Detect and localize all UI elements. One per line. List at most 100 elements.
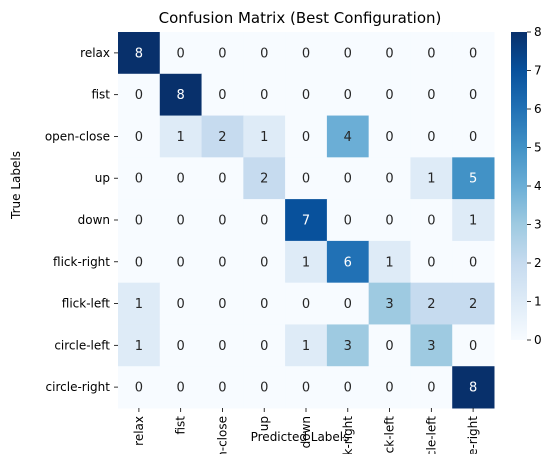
x-tick-labels: relax fist open-close up down flick-right flic… [132, 408, 480, 454]
colorbar-tick-label: 4 [534, 179, 542, 193]
heatmap-cell [285, 73, 328, 117]
cell-value-label: 2 [469, 297, 477, 312]
cell-value-label: 0 [344, 381, 352, 396]
chart-title: Confusion Matrix (Best Configuration) [159, 9, 442, 27]
cell-value-label: 8 [469, 381, 477, 396]
colorbar-tick-label: 3 [534, 218, 542, 232]
heatmap-cell [159, 324, 203, 367]
heatmap-cell [285, 366, 328, 409]
heatmap-cell [368, 199, 411, 242]
heatmap-cell [452, 324, 495, 367]
heatmap-cell [243, 240, 286, 284]
cell-value-label: 7 [302, 214, 310, 229]
heatmap-cell [118, 73, 161, 117]
heatmap-cell [118, 115, 161, 158]
y-tick-label: relax [80, 46, 110, 60]
cell-value-label: 0 [218, 339, 226, 354]
cell-value-label: 0 [427, 255, 435, 270]
cell-value-label: 0 [427, 130, 435, 145]
cell-value-label: 0 [135, 381, 143, 396]
heatmap-cell [410, 324, 453, 367]
heatmap-cell [452, 157, 495, 200]
cell-value-label: 0 [469, 88, 477, 103]
cell-value-label: 0 [260, 381, 268, 396]
cell-value-label: 0 [469, 46, 477, 61]
heatmap-cell [201, 240, 244, 284]
y-tick-label: circle-left [54, 338, 110, 352]
y-tick-label: open-close [45, 129, 110, 143]
heatmap-cell [118, 199, 161, 242]
colorbar-tick-label: 5 [534, 141, 542, 155]
cell-value-label: 0 [177, 297, 185, 312]
heatmap-cell [118, 282, 161, 325]
x-tick-label: flick-right [341, 416, 355, 454]
heatmap-cell [159, 199, 203, 242]
colorbar-ticks: 0 1 2 3 4 5 6 7 8 [527, 25, 542, 347]
cell-value-label: 0 [385, 214, 393, 229]
cell-value-label: 0 [218, 255, 226, 270]
heatmap-cell [201, 115, 244, 158]
heatmap-cell [285, 282, 328, 325]
cell-value-label: 0 [344, 297, 352, 312]
cell-value-label: 1 [302, 339, 310, 354]
heatmap-cell [326, 199, 370, 242]
heatmap-cell [201, 32, 244, 75]
cell-value-label: 0 [302, 88, 310, 103]
heatmap-cell [201, 73, 244, 117]
cell-value-label: 6 [344, 255, 352, 270]
heatmap-cell [243, 32, 286, 75]
cell-value-label: 8 [135, 46, 143, 61]
x-tick-label: circle-left [424, 416, 438, 454]
cell-value-label: 0 [135, 172, 143, 187]
cell-value-label: 0 [218, 172, 226, 187]
heatmap-cell [285, 157, 328, 200]
cell-value-label: 0 [302, 130, 310, 145]
y-tick-label: circle-right [46, 380, 111, 394]
cell-value-label: 0 [218, 46, 226, 61]
heatmap-cell [452, 73, 495, 117]
heatmap-cell [410, 157, 453, 200]
cell-value-label: 0 [260, 255, 268, 270]
cell-value-label: 4 [344, 130, 352, 145]
y-tick-label: flick-left [62, 297, 111, 311]
colorbar-tick-label: 0 [534, 333, 542, 347]
cell-value-label: 0 [177, 214, 185, 229]
cell-value-label: 3 [427, 339, 435, 354]
heatmap-cell [118, 240, 161, 284]
cell-value-label: 1 [260, 130, 268, 145]
cell-value-label: 0 [427, 88, 435, 103]
heatmap-cell [201, 282, 244, 325]
cell-value-label: 0 [427, 46, 435, 61]
heatmap-cell [285, 115, 328, 158]
x-tick-label: fist [174, 416, 188, 435]
heatmap-cell [243, 324, 286, 367]
heatmap-cell [243, 366, 286, 409]
y-tick-label: flick-right [53, 255, 110, 269]
cell-value-label: 0 [385, 381, 393, 396]
colorbar-tick-label: 8 [534, 25, 542, 39]
heatmap-cell [326, 73, 370, 117]
heatmap-cell [410, 199, 453, 242]
heatmap-cell [285, 324, 328, 367]
heatmap-cells: 8 0 0 0 0 0 0 0 0 0 8 0 0 0 0 0 0 0 0 1 2 1 0 4 0 0 0 0 0 0 2 0 0 0 1 5 0 0 0 0… [118, 32, 495, 409]
heatmap-cell [368, 32, 411, 75]
x-tick-label: open-close [215, 416, 229, 454]
x-tick-label: up [257, 416, 271, 431]
cell-value-label: 0 [260, 297, 268, 312]
heatmap-cell [368, 324, 411, 367]
heatmap-cell [243, 282, 286, 325]
cell-value-label: 0 [218, 214, 226, 229]
cell-value-label: 2 [218, 130, 226, 145]
cell-value-label: 0 [469, 130, 477, 145]
heatmap-cell [410, 32, 453, 75]
cell-value-label: 1 [427, 172, 435, 187]
cell-value-label: 0 [427, 381, 435, 396]
cell-value-label: 0 [344, 46, 352, 61]
heatmap-cell [410, 240, 453, 284]
heatmap-cell [452, 115, 495, 158]
heatmap-cell [159, 157, 203, 200]
heatmap-cell [410, 73, 453, 117]
cell-value-label: 0 [177, 46, 185, 61]
cell-value-label: 0 [469, 255, 477, 270]
cell-value-label: 2 [427, 297, 435, 312]
